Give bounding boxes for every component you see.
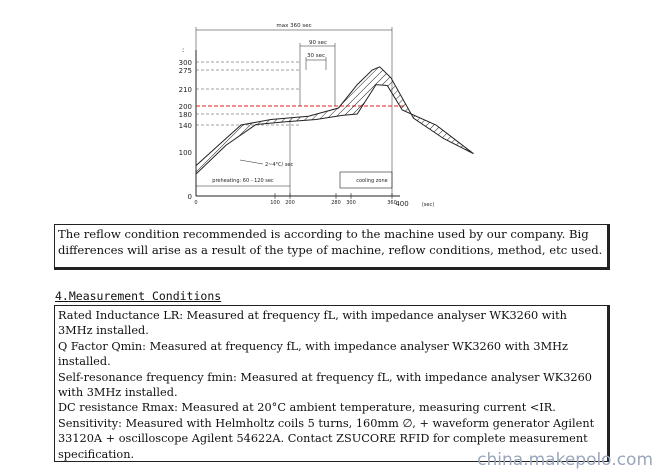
x-tick-label-280: 280 xyxy=(331,200,341,206)
section-title: Measurement Conditions xyxy=(68,289,222,303)
y-tick-label-100: 100 xyxy=(179,149,192,157)
cooling-zone-label: cooling zone xyxy=(356,178,388,184)
section-number: 4. xyxy=(55,289,69,303)
measurement-sensitivity: Sensitivity: Measured with Helmholtz coi… xyxy=(58,416,595,461)
max-window-label: max 360 sec xyxy=(276,23,311,29)
x-tick-label-400: 400 xyxy=(395,200,408,208)
measurement-self-resonance: Self-resonance frequency fmin: Measured … xyxy=(58,370,592,400)
reflow-note-text: The reflow condition recommended is acco… xyxy=(58,227,603,257)
cooling-zone-box xyxy=(339,171,393,189)
y-tick-label-200: 200 xyxy=(179,103,192,111)
measurement-conditions-box: Rated Inductance LR: Measured at frequen… xyxy=(54,305,610,462)
y-tick-label-140: 140 xyxy=(179,122,192,130)
y-tick-label-275: 275 xyxy=(179,67,192,75)
measurement-dc-resistance: DC resistance Rmax: Measured at 20°C amb… xyxy=(58,401,556,415)
ramp-rate-leader xyxy=(239,159,264,165)
section-heading: 4.Measurement Conditions xyxy=(55,289,221,303)
x-tick-label-0: 0 xyxy=(194,200,197,206)
x-tick-label-300: 300 xyxy=(346,200,356,206)
x-tick-label-360: 360 xyxy=(387,200,397,206)
y-tick-label-180: 180 xyxy=(179,111,192,119)
x-axis-unit: (sec) xyxy=(422,202,434,208)
reflow-profile-band xyxy=(195,66,474,176)
x-tick-label-100: 100 xyxy=(270,200,280,206)
reflow-note-box: The reflow condition recommended is acco… xyxy=(54,224,610,270)
ramp-rate-label: 2~4°C/ sec xyxy=(265,162,293,168)
y-tick-label-210: 210 xyxy=(179,86,192,94)
peak-window-label: 90 sec xyxy=(309,40,327,46)
x-tick-label-200: 200 xyxy=(285,200,295,206)
preheating-label: preheating: 60 - 120 sec xyxy=(212,178,274,184)
measurement-q-factor: Q Factor Qmin: Measured at frequency fL,… xyxy=(58,339,568,369)
y-axis-label: : xyxy=(182,46,184,54)
peak-inner-label: 30 sec xyxy=(307,53,325,59)
watermark: china.makepolo.com xyxy=(477,450,653,470)
y-tick-label-300: 300 xyxy=(179,59,192,67)
measurement-inductance: Rated Inductance LR: Measured at frequen… xyxy=(58,309,567,338)
y-tick-label-0: 0 xyxy=(188,193,192,201)
